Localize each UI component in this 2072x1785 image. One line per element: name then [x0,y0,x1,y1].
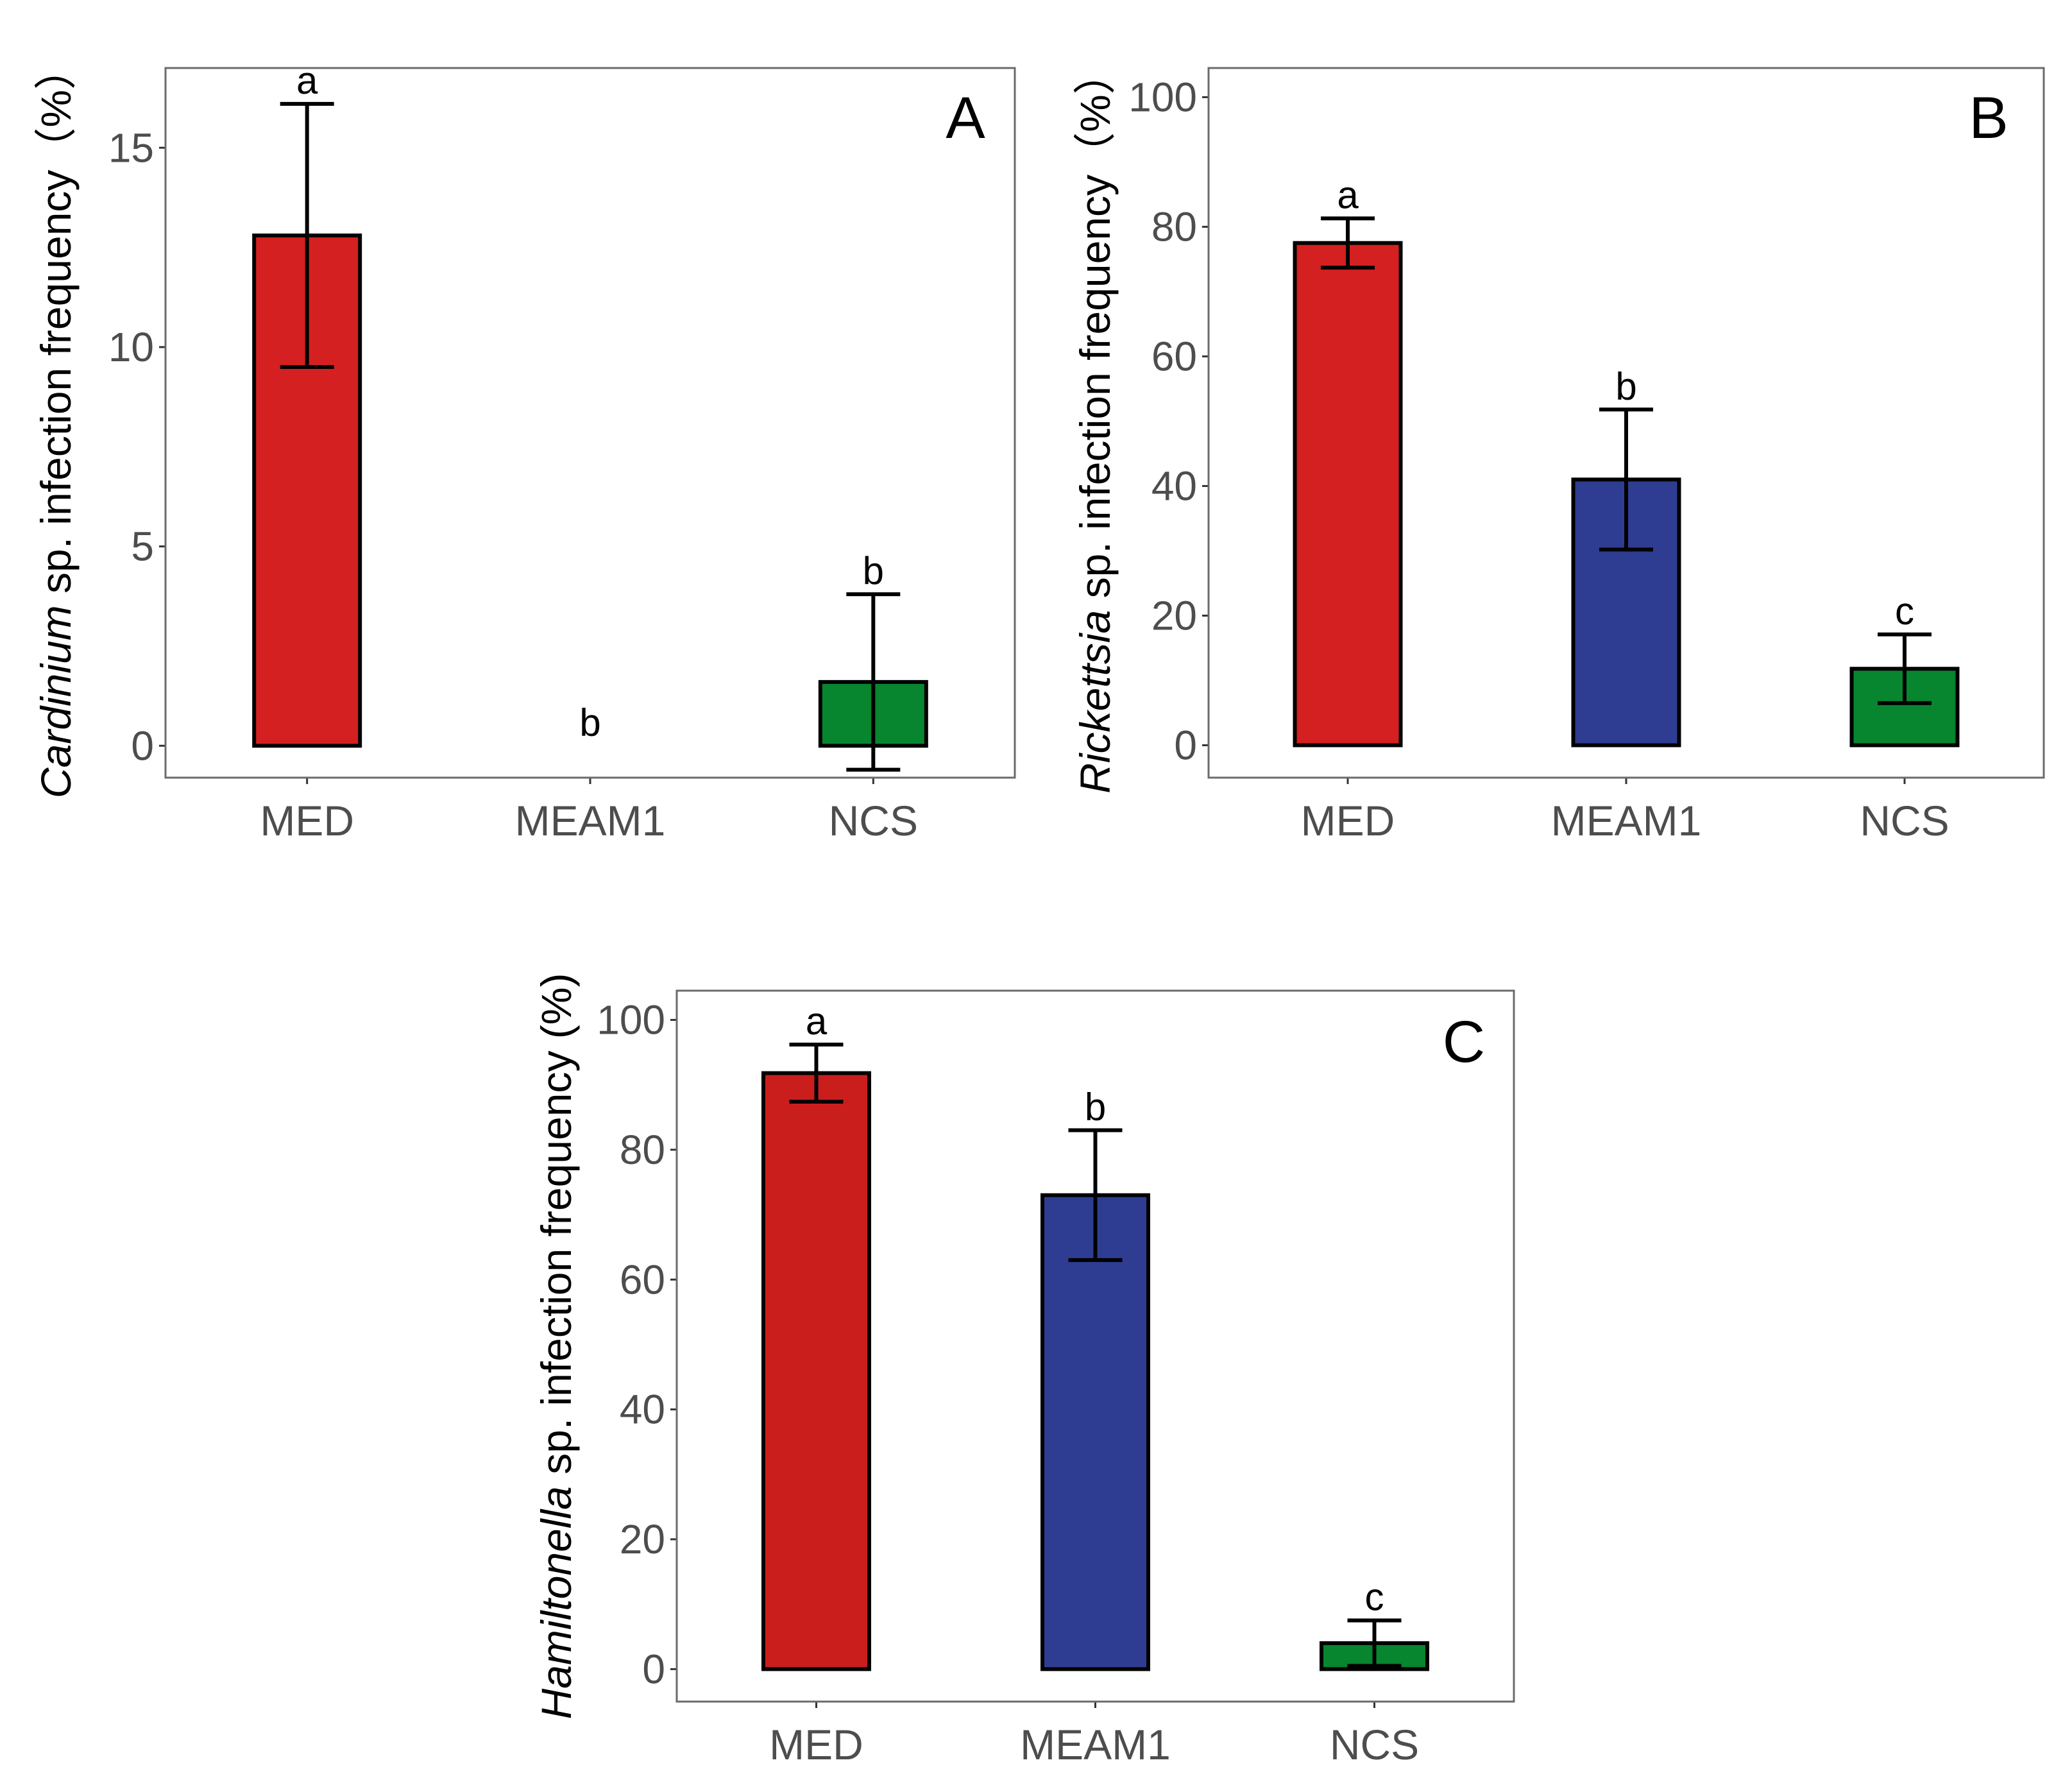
plot-frame [1207,67,2045,779]
x-tick-label: MED [260,797,354,844]
panel-tag: C [1443,1009,1485,1075]
error-bar-meam1 [1068,1128,1123,1262]
y-axis-title-rest: sp. infection frequency（%） [32,47,80,605]
y-tick-label: 0 [131,722,154,769]
y-tick-label: 0 [642,1646,665,1692]
bar-meam1 [1571,477,1681,747]
y-axis-title-genus: Hamiltonella [532,1486,580,1719]
error-bar-ncs [1878,632,1932,705]
x-tick-label: MEAM1 [1020,1721,1171,1768]
error-bar-ncs [1347,1618,1402,1668]
y-tick-label: 60 [1151,333,1197,379]
x-tick-label: MED [1301,797,1395,844]
y-tick-label: 80 [620,1127,665,1173]
x-tick-label: MEAM1 [1551,797,1702,844]
y-axis-title-genus: Rickettsia [1071,610,1119,794]
bar-med [1293,241,1403,747]
y-tick-label: 5 [131,524,154,570]
y-tick-label: 15 [108,124,154,171]
error-bar-med [789,1042,844,1104]
y-tick-label: 10 [108,324,154,370]
error-bar-meam1 [1599,407,1653,552]
significance-letter: c [1365,1576,1384,1619]
y-axis-title: Cardinium sp. infection frequency（%） [32,47,80,798]
y-tick-label: 40 [1151,463,1197,509]
significance-letter: a [1337,173,1359,216]
plot-frame [675,989,1515,1703]
y-tick-label: 20 [620,1516,665,1562]
significance-letter: c [1895,590,1914,633]
panel-b: 0 20 40 60 80 100 a MED b MEAM1 c NCS B Rickettsia sp… [1071,52,2045,844]
significance-letter: a [296,59,318,102]
x-tick-label: NCS [1860,797,1949,844]
panel-tag: A [946,85,985,151]
panel-a: 0 5 10 15 a MED b MEAM1 b NCS A Cardinium sp. infec… [32,47,1016,844]
y-axis-title: Hamiltonella sp. infection frequency (%) [532,973,580,1720]
significance-letter: b [863,549,884,592]
y-tick-label: 80 [1151,203,1197,250]
y-tick-label: 20 [1151,592,1197,638]
x-tick-label: NCS [829,797,918,844]
significance-letter: b [1085,1086,1106,1129]
y-tick-label: 100 [597,997,665,1043]
error-bar-med [1321,216,1375,270]
significance-letter: a [806,1000,828,1043]
x-tick-label: NCS [1330,1721,1419,1768]
y-tick-label: 100 [1128,74,1197,120]
plot-frame [164,67,1016,779]
panel-c: 0 20 40 60 80 100 a MED b MEAM1 c NCS C Hamiltonella … [532,973,1515,1768]
error-bar-ncs [846,592,901,772]
significance-letter: b [579,701,600,744]
y-tick-label: 40 [620,1387,665,1433]
y-tick-label: 0 [1174,722,1197,768]
y-axis-title-rest: sp. infection frequency (%) [532,973,580,1487]
y-tick-label: 60 [620,1256,665,1302]
y-axis-title-rest: sp. infection frequency（%） [1071,52,1119,610]
significance-letter: b [1615,364,1636,407]
y-axis-title-genus: Cardinium [32,605,80,798]
x-tick-label: MEAM1 [515,797,666,844]
y-axis-title: Rickettsia sp. infection frequency（%） [1071,52,1119,794]
x-tick-label: MED [769,1721,863,1768]
bar-med [761,1071,871,1671]
bar-meam1 [1040,1193,1150,1671]
panel-tag: B [1969,85,2008,151]
error-bar-med [280,101,334,370]
